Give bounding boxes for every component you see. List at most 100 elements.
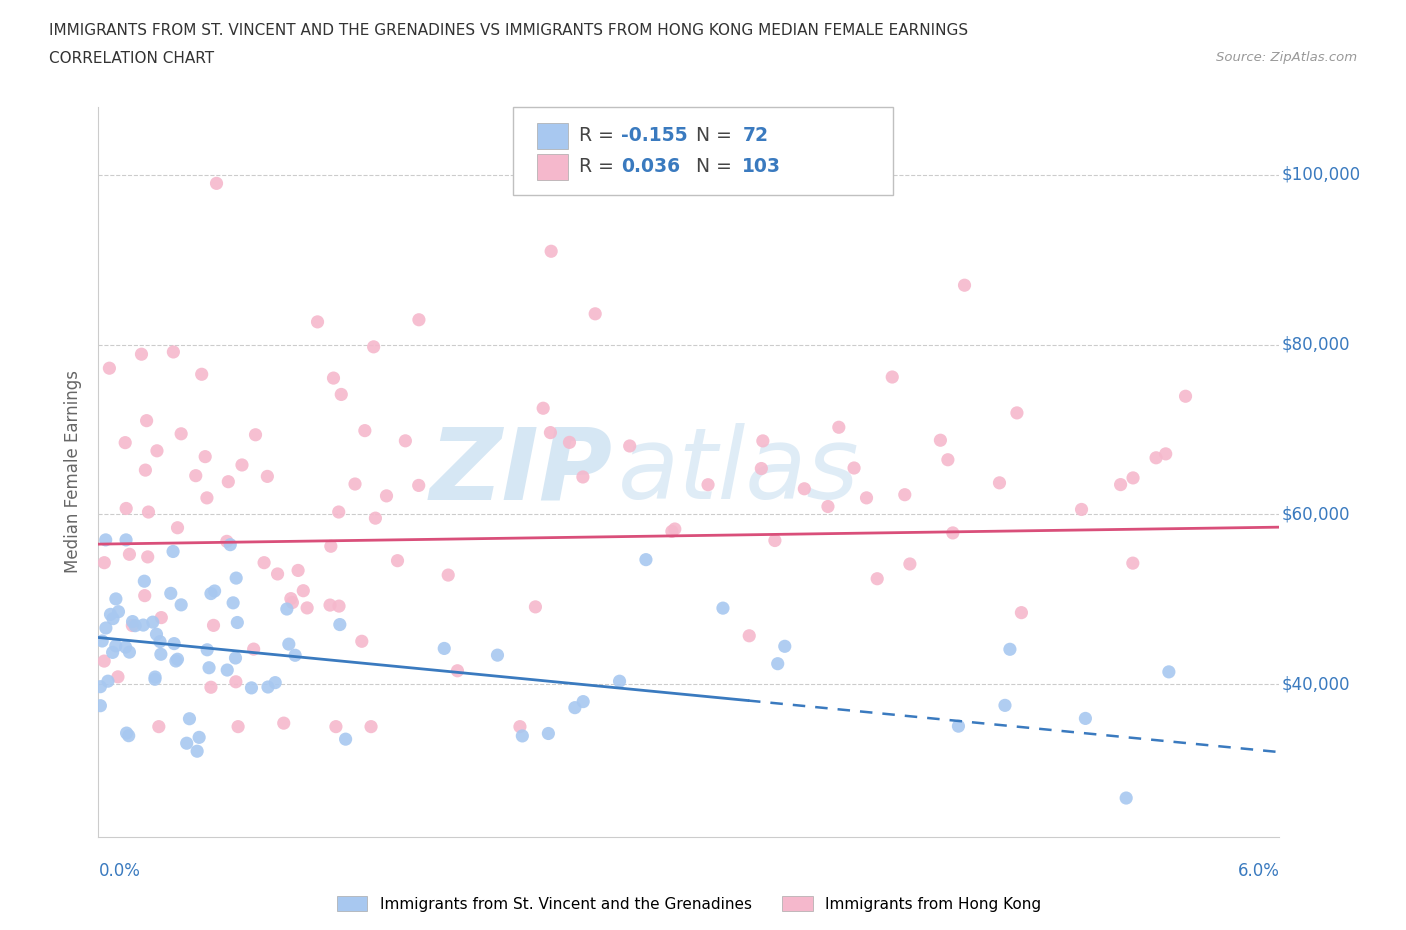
Point: [266, 566, 288, 581]
Point: [89, 698, 111, 713]
Point: [121, 614, 143, 629]
Point: [350, 634, 373, 649]
Point: [226, 719, 249, 734]
Point: [94, 533, 117, 548]
Text: Source: ZipAtlas.com: Source: ZipAtlas.com: [1216, 51, 1357, 64]
Point: [697, 477, 720, 492]
Point: [104, 639, 127, 654]
Point: [583, 306, 606, 321]
Point: [1122, 556, 1144, 571]
Point: [855, 490, 877, 505]
Point: [132, 618, 155, 632]
Point: [226, 615, 249, 630]
Point: [114, 435, 136, 450]
Point: [437, 567, 460, 582]
Point: [142, 615, 165, 630]
Point: [763, 533, 786, 548]
Point: [486, 647, 509, 662]
Point: [93, 654, 115, 669]
Text: $100,000: $100,000: [1282, 166, 1361, 184]
Point: [194, 449, 217, 464]
Text: 103: 103: [742, 157, 782, 176]
Point: [842, 460, 865, 475]
Point: [284, 648, 307, 663]
Point: [1070, 502, 1092, 517]
Point: [344, 476, 367, 491]
Point: [162, 344, 184, 359]
Point: [245, 427, 267, 442]
Point: [186, 744, 208, 759]
Point: [328, 599, 350, 614]
Point: [363, 339, 385, 354]
Point: [766, 657, 789, 671]
Point: [138, 505, 160, 520]
Text: 6.0%: 6.0%: [1237, 862, 1279, 881]
Point: [242, 642, 264, 657]
Point: [162, 544, 184, 559]
Point: [148, 719, 170, 734]
Point: [335, 732, 357, 747]
Point: [166, 520, 188, 535]
Point: [531, 401, 554, 416]
Point: [793, 482, 815, 497]
Point: [217, 662, 239, 677]
Point: [170, 426, 193, 441]
Point: [319, 598, 342, 613]
Point: [408, 312, 430, 327]
Point: [253, 555, 276, 570]
Y-axis label: Median Female Earnings: Median Female Earnings: [65, 370, 83, 574]
Point: [375, 488, 398, 503]
Point: [100, 607, 122, 622]
Text: $80,000: $80,000: [1282, 336, 1350, 353]
Point: [319, 538, 342, 553]
Point: [124, 618, 146, 633]
Point: [953, 278, 976, 293]
Text: N =: N =: [696, 126, 738, 145]
Point: [572, 470, 595, 485]
Point: [1157, 664, 1180, 679]
Point: [353, 423, 375, 438]
Point: [364, 511, 387, 525]
Point: [524, 600, 547, 615]
Point: [143, 671, 166, 686]
Point: [89, 679, 111, 694]
Text: N =: N =: [696, 157, 738, 176]
Point: [882, 369, 904, 384]
Point: [558, 435, 581, 450]
Text: IMMIGRANTS FROM ST. VINCENT AND THE GRENADINES VS IMMIGRANTS FROM HONG KONG MEDI: IMMIGRANTS FROM ST. VINCENT AND THE GREN…: [49, 23, 969, 38]
Point: [894, 487, 917, 502]
Point: [408, 478, 430, 493]
Point: [360, 719, 382, 734]
Point: [115, 725, 138, 740]
Point: [538, 425, 561, 440]
Point: [107, 604, 129, 619]
Point: [134, 588, 156, 603]
Legend: Immigrants from St. Vincent and the Grenadines, Immigrants from Hong Kong: Immigrants from St. Vincent and the Gren…: [330, 889, 1047, 918]
Text: -0.155: -0.155: [621, 126, 688, 145]
Point: [948, 719, 970, 734]
Point: [225, 674, 247, 689]
Point: [118, 644, 141, 659]
Point: [91, 633, 114, 648]
Point: [564, 700, 586, 715]
Point: [998, 642, 1021, 657]
Point: [215, 534, 238, 549]
Point: [1144, 450, 1167, 465]
Text: ZIP: ZIP: [429, 423, 612, 521]
Text: 0.0%: 0.0%: [98, 862, 141, 881]
Point: [224, 651, 246, 666]
Point: [145, 627, 167, 642]
Point: [166, 652, 188, 667]
Point: [134, 462, 156, 477]
Point: [1154, 446, 1177, 461]
Point: [328, 505, 350, 520]
Text: R =: R =: [579, 157, 620, 176]
Point: [190, 366, 212, 381]
Point: [205, 176, 228, 191]
Point: [135, 413, 157, 428]
Point: [257, 680, 280, 695]
Point: [273, 716, 295, 731]
Point: [188, 730, 211, 745]
Point: [97, 673, 120, 688]
Point: [738, 629, 761, 644]
